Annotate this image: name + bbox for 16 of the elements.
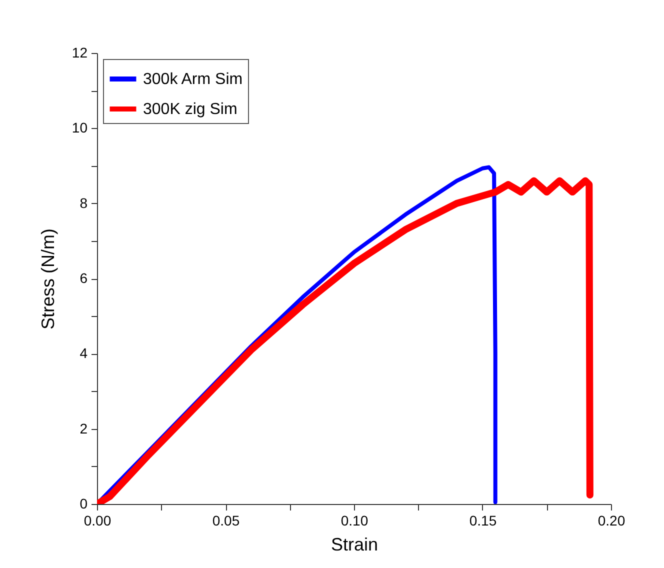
- x-axis-title: Strain: [330, 534, 378, 554]
- x-tick-label: 0.20: [598, 512, 626, 528]
- y-tick-label: 8: [80, 194, 88, 211]
- legend-label: 300k Arm Sim: [143, 71, 243, 88]
- legend-label: 300K zig Sim: [143, 101, 238, 118]
- y-tick-label: 2: [80, 420, 88, 436]
- y-tick-label: 6: [80, 270, 88, 286]
- x-tick-label: 0.00: [84, 512, 112, 528]
- y-tick-label: 0: [80, 496, 88, 512]
- y-tick-label: 10: [72, 120, 88, 136]
- y-tick-label: 4: [80, 345, 88, 362]
- x-tick-label: 0.10: [340, 512, 368, 528]
- x-tick-label: 0.15: [469, 512, 497, 528]
- x-tick-label: 0.05: [212, 512, 240, 528]
- y-tick-label: 12: [72, 44, 88, 60]
- y-axis-title: Stress (N/m): [38, 228, 58, 330]
